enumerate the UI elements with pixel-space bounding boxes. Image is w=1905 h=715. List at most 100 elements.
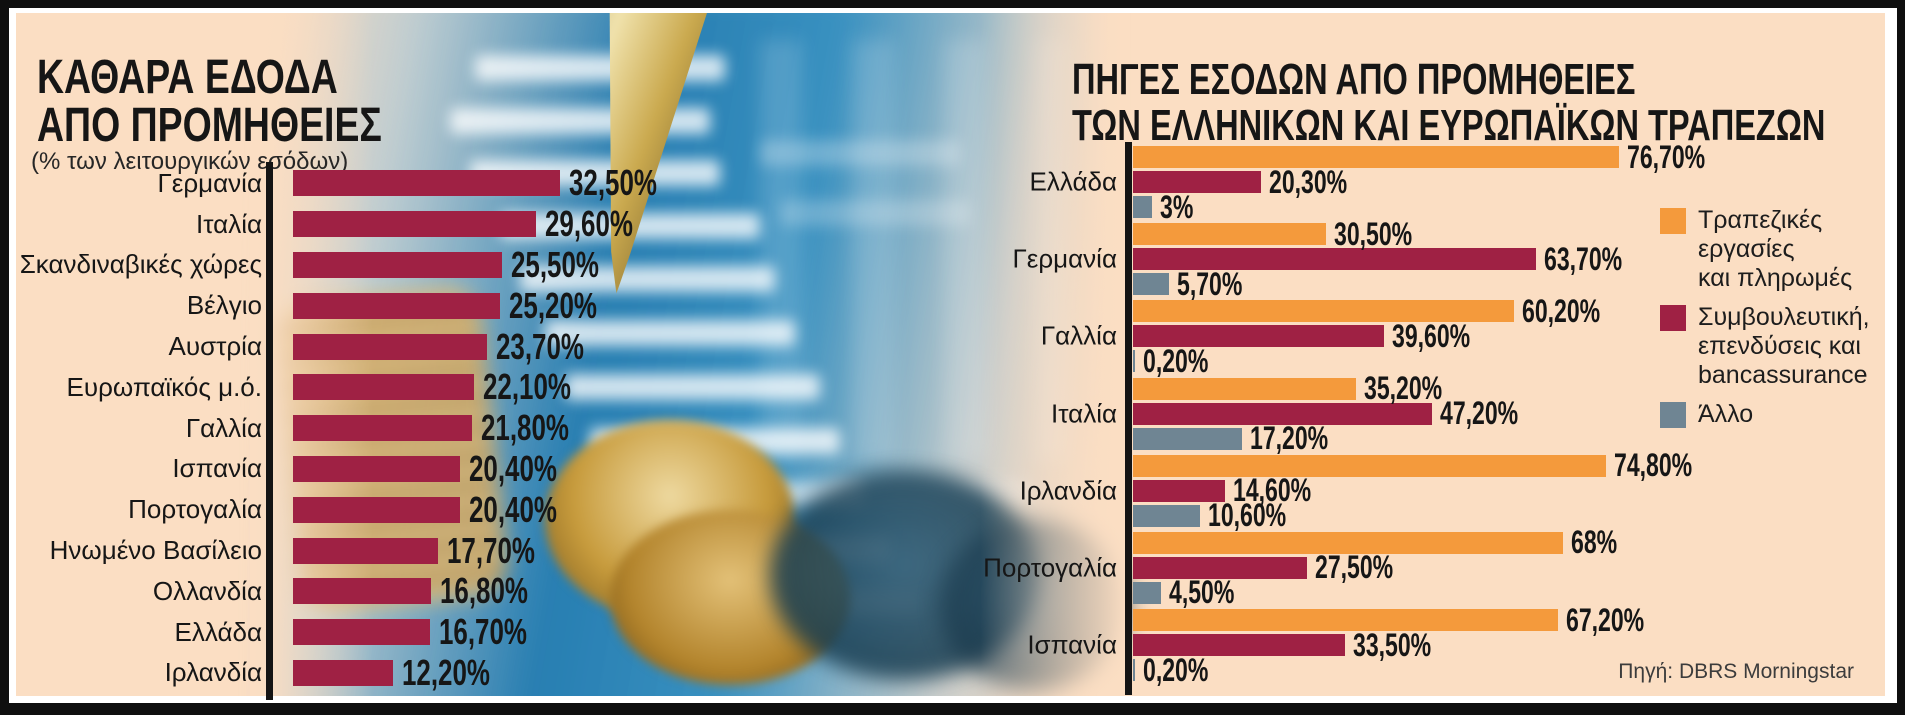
value-label: 20,40% bbox=[469, 488, 558, 530]
value-label: 16,70% bbox=[438, 611, 527, 653]
legend-label: Άλλο bbox=[1698, 400, 1754, 428]
category-label: Πορτογαλία bbox=[983, 552, 1117, 583]
series-bar bbox=[1133, 248, 1537, 271]
value-label: 29,60% bbox=[544, 203, 633, 245]
bar-line: 4,50% bbox=[1133, 574, 1735, 610]
left-chart-title: ΚΑΘΑΡΑ ΕΔΟΔΑ ΑΠΟ ΠΡΟΜΗΘΕΙΕΣ bbox=[37, 54, 479, 150]
right-chart-groups: Ελλάδα 76,70% 20,30% 3% Γερμανία 30,50% 63,70%… bbox=[855, 139, 1735, 688]
series-bar bbox=[1133, 581, 1162, 604]
value-label: 67,20% bbox=[1566, 601, 1645, 638]
bar-line: 0,20% bbox=[1133, 652, 1735, 688]
bar-line: 67,20% bbox=[1133, 602, 1735, 638]
source-credit: Πηγή: DBRS Morningstar bbox=[1618, 660, 1854, 683]
category-label: Ελλάδα bbox=[1029, 166, 1117, 197]
left-chart-axis bbox=[266, 162, 273, 700]
series-bar bbox=[1133, 171, 1262, 193]
category-label: Γερμανία bbox=[1012, 243, 1117, 274]
category-label: Ελλάδα bbox=[174, 616, 262, 647]
legend-item: Άλλο bbox=[1660, 400, 1870, 429]
left-chart-row: Βέλγιο 25,20% bbox=[18, 285, 691, 326]
category-label: Ισπανία bbox=[1027, 629, 1117, 660]
left-chart-row: Ευρωπαϊκός μ.ό. 22,10% bbox=[18, 366, 691, 408]
bar-line: 27,50% bbox=[1133, 549, 1735, 585]
value-label: 17,70% bbox=[447, 529, 536, 571]
net-income-bar bbox=[293, 537, 439, 564]
series-bar bbox=[1133, 479, 1226, 502]
bar-line: 5,70% bbox=[1133, 266, 1735, 302]
value-label: 63,70% bbox=[1544, 240, 1623, 277]
series-bar bbox=[1133, 454, 1607, 477]
category-label: Ιταλία bbox=[1051, 398, 1117, 429]
series-bar bbox=[1133, 300, 1515, 323]
value-label: 12,20% bbox=[402, 651, 490, 693]
value-label: 76,70% bbox=[1626, 138, 1705, 175]
bar-line: 17,20% bbox=[1133, 420, 1735, 456]
value-label: 33,50% bbox=[1353, 626, 1432, 663]
value-label: 3% bbox=[1159, 188, 1194, 225]
left-chart-row: Ιρλανδία 12,20% bbox=[18, 651, 691, 694]
net-income-bar bbox=[293, 455, 461, 482]
value-label: 25,20% bbox=[508, 284, 597, 326]
left-chart-title-line2: ΑΠΟ ΠΡΟΜΗΘΕΙΕΣ bbox=[37, 99, 382, 153]
bar-group: 35,20% 47,20% 17,20% bbox=[1133, 370, 1735, 456]
series-bar bbox=[1133, 402, 1432, 425]
series-bar bbox=[1133, 556, 1308, 579]
category-label: Ευρωπαϊκός μ.ό. bbox=[66, 371, 262, 402]
category-label: Αυστρία bbox=[168, 331, 262, 362]
value-label: 0,20% bbox=[1143, 342, 1209, 379]
value-label: 20,40% bbox=[469, 447, 558, 489]
series-bar bbox=[1133, 531, 1564, 554]
bar-group: 68% 27,50% 4,50% bbox=[1133, 524, 1735, 610]
series-bar bbox=[1133, 634, 1346, 657]
right-chart-group: Ιρλανδία 74,80% 14,60% 10,60% bbox=[855, 447, 1735, 533]
net-income-bar bbox=[293, 374, 475, 401]
series-bar bbox=[1133, 223, 1327, 246]
bar-line: 35,20% bbox=[1133, 370, 1735, 406]
right-chart-title: ΠΗΓΕΣ ΕΣΟΔΩΝ ΑΠΟ ΠΡΟΜΗΘΕΙΕΣ ΤΩΝ ΕΛΛΗΝΙΚΩ… bbox=[1072, 57, 1905, 149]
value-label: 30,50% bbox=[1334, 215, 1413, 252]
left-chart-title-line1: ΚΑΘΑΡΑ ΕΔΟΔΑ bbox=[37, 51, 338, 105]
value-label: 74,80% bbox=[1614, 447, 1693, 484]
bar-group: 74,80% 14,60% 10,60% bbox=[1133, 447, 1735, 533]
series-bar bbox=[1133, 504, 1201, 527]
series-bar bbox=[1133, 609, 1559, 632]
right-chart-group: Ισπανία 67,20% 33,50% 0,20% bbox=[855, 602, 1735, 688]
left-chart-row: Γερμανία 32,50% bbox=[18, 162, 691, 204]
bar-line: 39,60% bbox=[1133, 318, 1735, 354]
background-photo bbox=[16, 13, 1885, 696]
bar-group: 67,20% 33,50% 0,20% bbox=[1133, 602, 1735, 688]
net-income-bar bbox=[293, 496, 461, 523]
bar-line: 60,20% bbox=[1133, 293, 1735, 329]
bar-line: 14,60% bbox=[1133, 472, 1735, 508]
net-income-bar bbox=[293, 333, 488, 360]
legend-swatch bbox=[1660, 208, 1686, 234]
category-label: Γερμανία bbox=[157, 167, 262, 198]
right-chart-axis bbox=[1125, 142, 1132, 695]
net-income-bar bbox=[293, 619, 430, 646]
left-chart-row: Ιταλία 29,60% bbox=[18, 203, 691, 245]
value-label: 22,10% bbox=[483, 366, 572, 408]
left-chart-row: Ολλανδία 16,80% bbox=[18, 570, 691, 612]
bar-line: 30,50% bbox=[1133, 216, 1735, 252]
value-label: 17,20% bbox=[1249, 420, 1329, 457]
value-label: 27,50% bbox=[1315, 549, 1394, 586]
chart-legend: Τραπεζικές εργασίες και πληρωμές Συμβουλε… bbox=[1660, 206, 1870, 429]
series-bar bbox=[1133, 659, 1135, 682]
value-label: 5,70% bbox=[1177, 265, 1243, 302]
value-label: 32,50% bbox=[568, 162, 657, 204]
series-bar bbox=[1133, 196, 1152, 218]
bar-line: 74,80% bbox=[1133, 447, 1735, 483]
value-label: 14,60% bbox=[1233, 472, 1312, 509]
right-chart-group: Πορτογαλία 68% 27,50% 4,50% bbox=[855, 524, 1735, 610]
net-income-bar bbox=[293, 211, 536, 238]
left-chart-row: Πορτογαλία 20,40% bbox=[18, 489, 691, 530]
value-label: 35,20% bbox=[1363, 370, 1442, 407]
series-bar bbox=[1133, 146, 1619, 168]
category-label: Ολλανδία bbox=[152, 575, 262, 606]
net-income-bar bbox=[293, 170, 560, 197]
bar-line: 47,20% bbox=[1133, 395, 1735, 431]
category-label: Ιταλία bbox=[196, 208, 262, 239]
value-label: 25,50% bbox=[511, 244, 600, 285]
net-income-bar bbox=[293, 292, 500, 319]
